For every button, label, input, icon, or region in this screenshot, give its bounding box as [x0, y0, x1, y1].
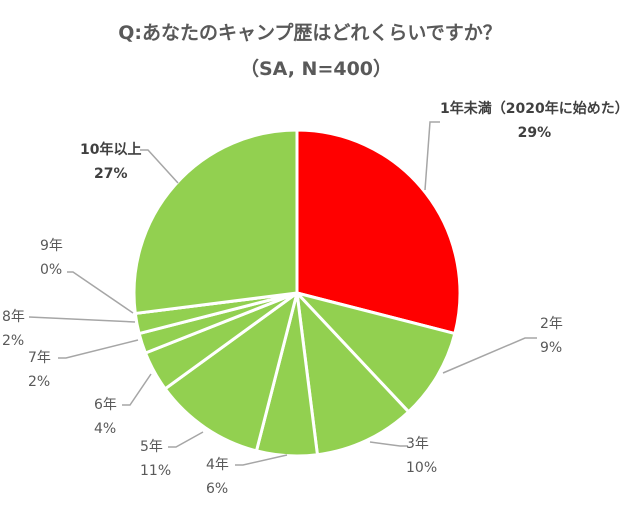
data-label-category: 6年: [94, 397, 117, 413]
pie-slice-1: [295, 291, 457, 414]
leader-line-7: [28, 316, 136, 323]
chart-subtitle: （SA, N=400）: [239, 58, 393, 80]
pie-slice-4: [163, 291, 299, 453]
data-label-value: 6%: [206, 481, 229, 497]
data-label-category: 1年未満（2020年に始めた）: [440, 101, 629, 117]
data-label-value: 0%: [40, 262, 63, 278]
data-label-category: 9年: [40, 238, 63, 254]
data-label-value: 11%: [140, 463, 172, 479]
data-label-category: 3年: [406, 436, 429, 452]
leader-lines: [28, 121, 537, 466]
data-label-9: 10年以上 27%: [80, 138, 141, 186]
leader-line-0: [424, 121, 440, 191]
data-label-category: 4年: [206, 457, 229, 473]
data-label-value: 10%: [406, 460, 438, 476]
data-label-5: 6年 4%: [94, 393, 117, 441]
leader-line-6: [58, 339, 139, 359]
data-label-value: 9%: [540, 340, 563, 356]
pie-slice-9: [132, 128, 299, 315]
data-label-category: 8年: [2, 309, 25, 325]
leader-line-1: [442, 337, 537, 374]
data-label-category: 7年: [28, 350, 51, 366]
leader-line-2: [369, 441, 408, 447]
data-label-value: 2%: [2, 333, 25, 349]
pie-slice-0: [295, 128, 462, 336]
data-label-2: 3年 10%: [406, 432, 437, 480]
chart-title: Q:あなたのキャンプ歴はどれくらいですか？: [118, 22, 502, 44]
data-label-3: 4年 6%: [206, 453, 229, 501]
pie-slice-2: [295, 291, 411, 457]
data-label-value: 29%: [517, 125, 552, 141]
pie-slices: [132, 128, 462, 458]
data-label-category: 10年以上: [80, 142, 142, 158]
leader-line-9: [140, 149, 179, 184]
data-label-0: 1年未満（2020年に始めた） 29%: [440, 97, 629, 145]
data-label-1: 2年 9%: [540, 312, 563, 360]
leader-line-8: [67, 271, 134, 314]
data-label-6: 7年 2%: [28, 346, 51, 394]
data-label-value: 4%: [94, 421, 117, 437]
leader-line-3: [235, 454, 288, 466]
data-label-8: 9年 0%: [40, 234, 63, 282]
data-label-7: 8年 2%: [2, 305, 25, 353]
data-label-value: 27%: [93, 166, 128, 182]
data-label-category: 5年: [140, 439, 163, 455]
leader-line-4: [168, 431, 204, 448]
data-label-value: 2%: [28, 374, 51, 390]
data-label-category: 2年: [540, 316, 563, 332]
data-label-4: 5年 11%: [140, 435, 171, 483]
leader-line-5: [122, 373, 152, 406]
